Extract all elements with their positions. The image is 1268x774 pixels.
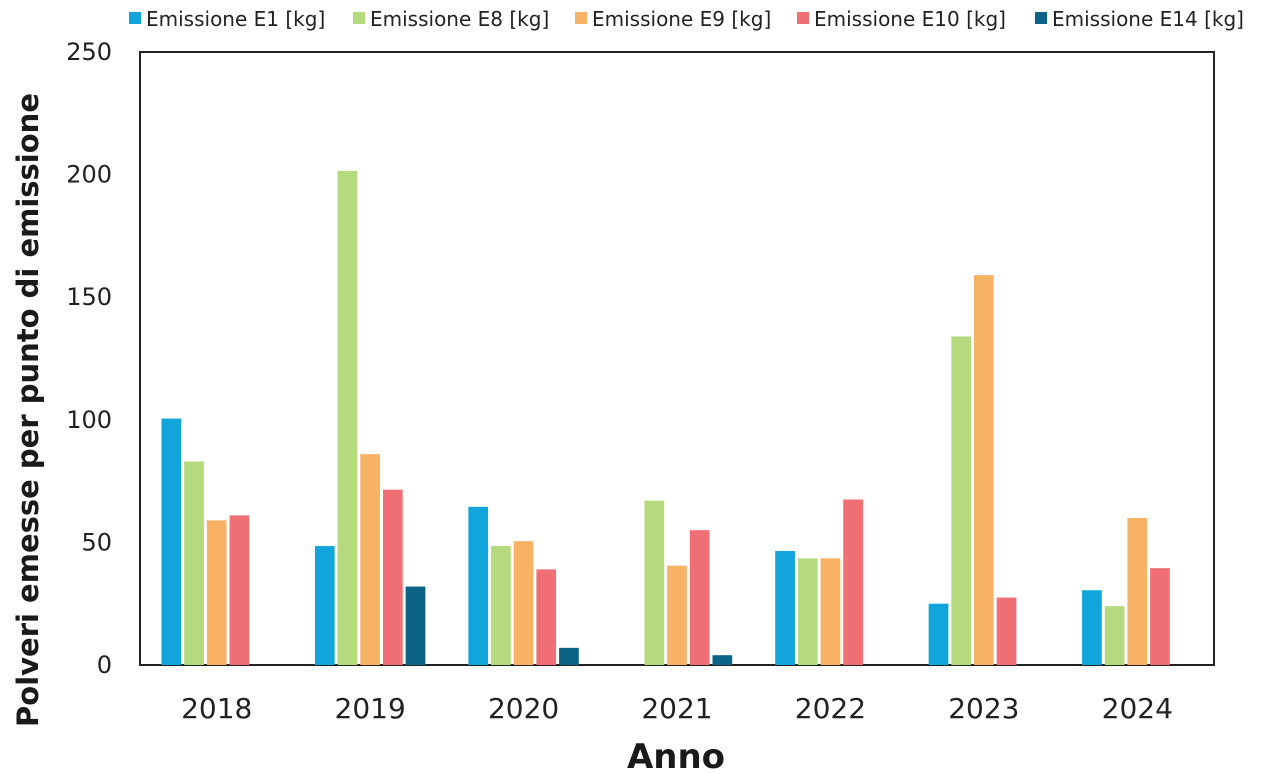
legend: Emissione E1 [kg] Emissione E8 [kg] Emissi… — [129, 7, 1244, 31]
x-axis-ticks: 2018 2019 2020 2021 2022 2023 2024 — [181, 692, 1173, 725]
bar — [973, 275, 994, 665]
bar — [559, 647, 579, 665]
y-tick-label: 0 — [97, 651, 112, 679]
legend-swatch — [797, 12, 809, 24]
bar — [360, 454, 381, 665]
bars — [161, 170, 1170, 665]
y-axis-title: Polveri emesse per punto di emissione — [11, 93, 45, 727]
y-tick-label: 200 — [66, 161, 112, 189]
bar — [382, 489, 403, 665]
bar — [689, 530, 710, 665]
x-tick-label: 2023 — [948, 692, 1019, 725]
bar — [820, 558, 841, 665]
bar — [206, 520, 227, 665]
x-tick-label: 2022 — [795, 692, 866, 725]
bar — [491, 546, 511, 665]
legend-swatch — [575, 12, 587, 24]
bar — [468, 506, 489, 665]
x-tick-label: 2019 — [335, 692, 406, 725]
bar — [928, 603, 949, 665]
legend-swatch — [1035, 12, 1047, 24]
bar — [712, 655, 733, 665]
bar — [951, 336, 972, 665]
x-tick-label: 2024 — [1102, 692, 1173, 725]
y-tick-label: 150 — [66, 283, 112, 311]
bar — [184, 461, 204, 665]
bar — [1150, 568, 1170, 665]
bar — [513, 541, 534, 665]
legend-label: Emissione E9 [kg] — [592, 7, 771, 31]
bar — [996, 597, 1017, 665]
bar — [161, 418, 182, 665]
bar — [1082, 590, 1102, 665]
legend-label: Emissione E14 [kg] — [1052, 7, 1244, 31]
bar — [405, 586, 426, 665]
bar — [1104, 606, 1125, 665]
bar — [1127, 517, 1148, 665]
x-tick-label: 2021 — [641, 692, 712, 725]
legend-label: Emissione E8 [kg] — [370, 7, 549, 31]
legend-swatch — [129, 12, 141, 24]
bar — [536, 569, 557, 665]
legend-label: Emissione E1 [kg] — [146, 7, 325, 31]
bar — [775, 550, 795, 665]
x-tick-label: 2018 — [181, 692, 252, 725]
y-axis-ticks: 0 50 100 150 200 250 — [66, 38, 112, 679]
bar — [314, 546, 335, 665]
x-axis-title: Anno — [627, 737, 725, 774]
bar — [229, 515, 250, 665]
y-tick-label: 100 — [66, 406, 112, 434]
y-tick-label: 250 — [66, 38, 112, 66]
y-tick-label: 50 — [81, 528, 112, 556]
bar — [667, 565, 687, 665]
bar — [843, 499, 863, 665]
legend-swatch — [353, 12, 365, 24]
bar — [337, 170, 358, 665]
legend-label: Emissione E10 [kg] — [814, 7, 1006, 31]
bar — [644, 500, 665, 665]
bar — [797, 558, 818, 665]
x-tick-label: 2020 — [488, 692, 559, 725]
